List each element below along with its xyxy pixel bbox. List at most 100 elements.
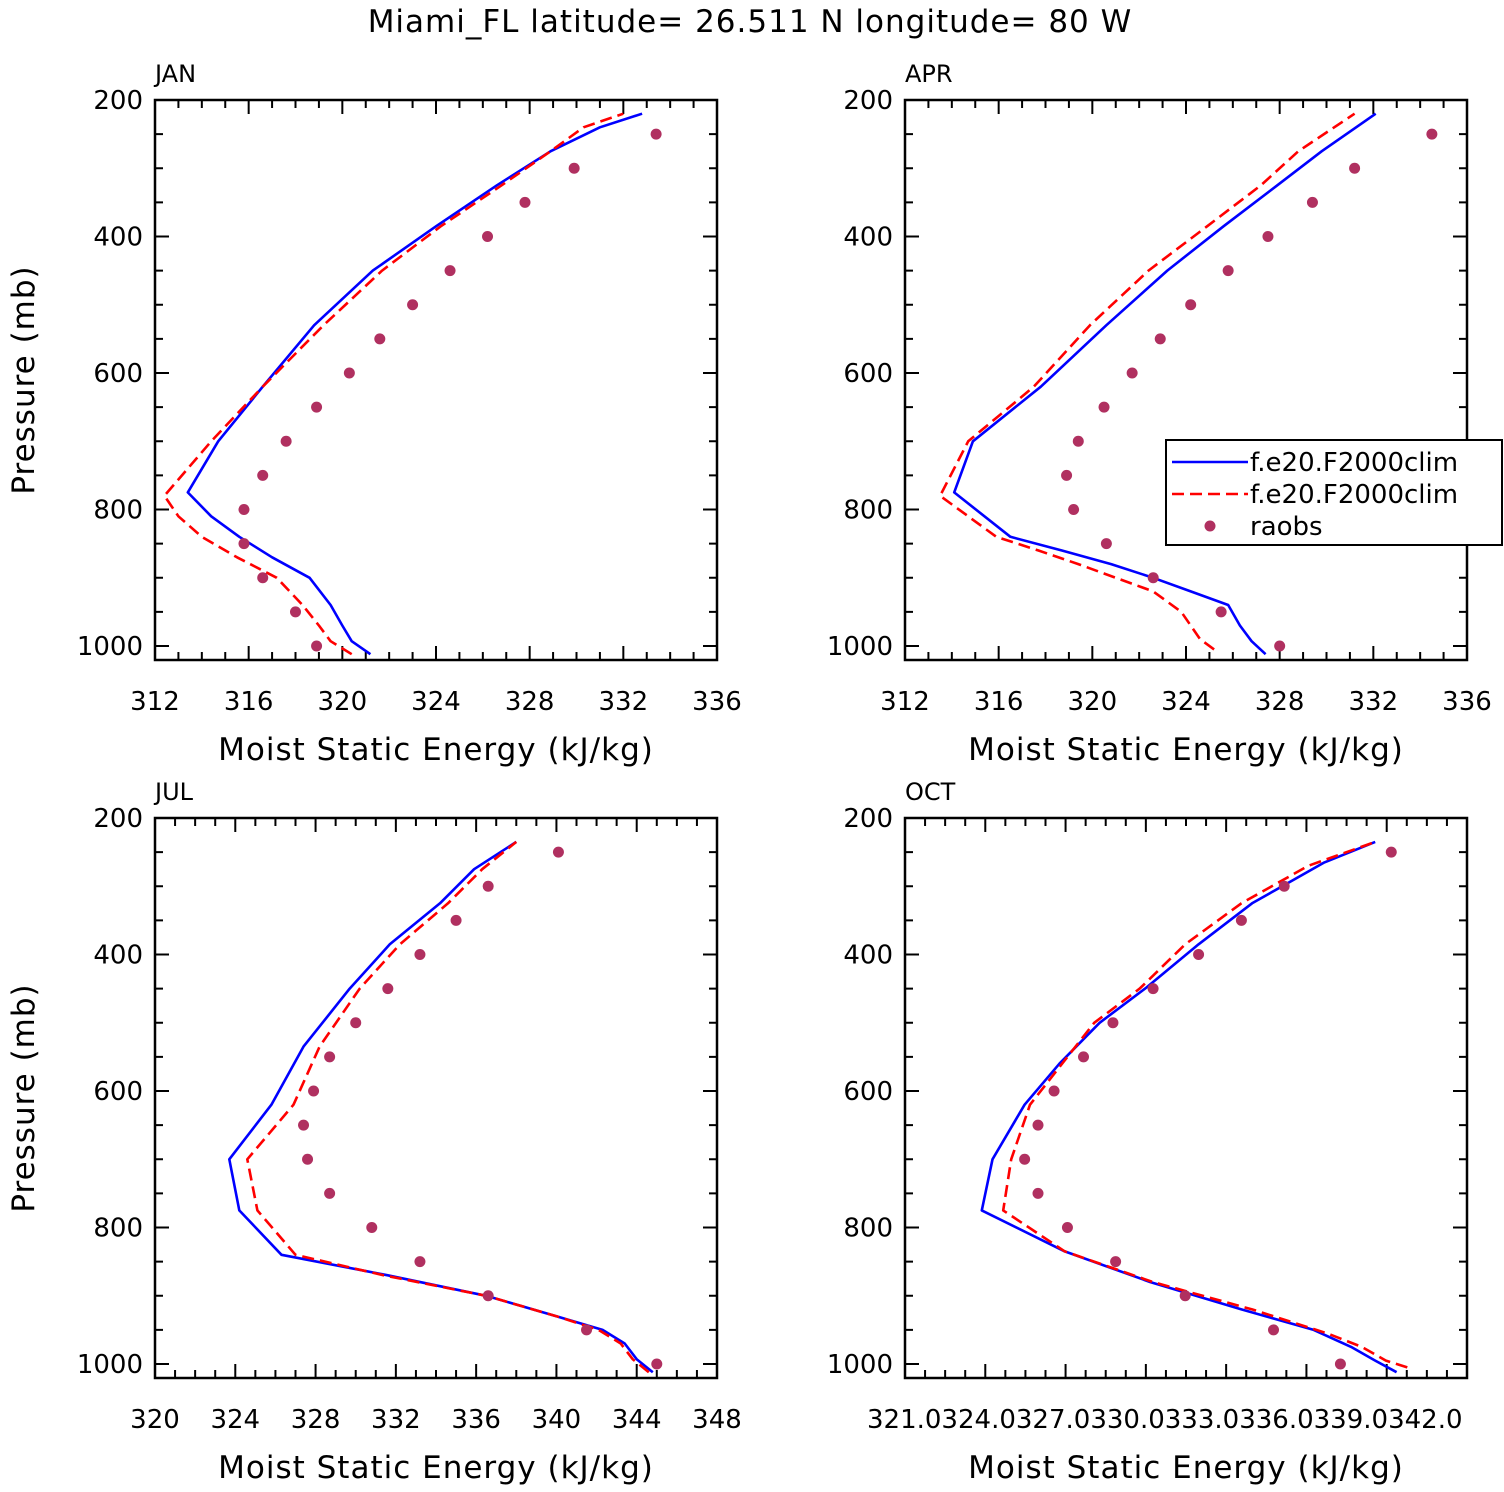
series-model-dashed-line <box>938 112 1356 651</box>
raobs-point <box>1179 1290 1191 1302</box>
raobs-point <box>1185 299 1197 311</box>
raobs-point <box>1306 196 1318 208</box>
x-tick-label: 321.03 <box>867 1405 958 1435</box>
figure-title: Miami_FL latitude= 26.511 N longitude= 8… <box>368 4 1133 40</box>
raobs-point <box>407 299 419 311</box>
panel-title: JUL <box>153 778 194 806</box>
x-tick-label: 340 <box>532 1405 582 1435</box>
panel-title: OCT <box>905 778 956 806</box>
x-tick-label: 336 <box>1442 687 1492 717</box>
y-tick-label: 800 <box>843 1214 893 1244</box>
raobs-point <box>1215 606 1227 618</box>
raobs-point <box>257 469 269 481</box>
raobs-point <box>568 162 580 174</box>
series-model-solid-line <box>952 112 1377 656</box>
y-tick-label: 200 <box>93 86 143 116</box>
raobs-point <box>238 504 250 515</box>
series-model-solid-line <box>980 840 1398 1374</box>
raobs-point <box>298 1119 310 1131</box>
x-tick-label: 328 <box>291 1405 341 1435</box>
raobs-point <box>1061 469 1073 481</box>
y-tick-label: 800 <box>93 496 143 526</box>
y-tick-label: 200 <box>93 804 143 834</box>
raobs-point <box>1235 914 1247 926</box>
plot-frame <box>153 816 719 1380</box>
panel-oct: 200 400 600 800 1000 321.0324.0327.0330.0333.… <box>827 778 1469 1486</box>
y-tick-label: 600 <box>843 359 893 389</box>
x-tick-label: 324 <box>1161 687 1211 717</box>
y-tick-label: 400 <box>93 223 143 253</box>
raobs-point <box>1426 128 1438 140</box>
x-tick-label: 312 <box>130 687 180 717</box>
raobs-point <box>1147 572 1159 584</box>
legend-marker <box>1204 520 1216 532</box>
x-tick-label: 316 <box>974 687 1024 717</box>
raobs-point <box>519 196 531 208</box>
raobs-point <box>482 231 494 242</box>
plot-frame <box>903 98 1469 662</box>
x-tick-label: 320 <box>1068 687 1118 717</box>
raobs-point <box>414 949 426 960</box>
raobs-point <box>650 128 662 140</box>
raobs-point <box>382 983 394 995</box>
y-tick-label: 1000 <box>827 632 893 662</box>
raobs-point <box>290 606 301 618</box>
panel-title: APR <box>905 60 953 88</box>
raobs-point <box>302 1153 314 1165</box>
raobs-point <box>552 846 564 858</box>
raobs-point <box>581 1324 593 1336</box>
raobs-point <box>1222 265 1234 277</box>
y-tick-label: 1000 <box>77 632 143 662</box>
raobs-point <box>1110 1256 1122 1268</box>
panel-jul: 200 400 600 800 1000 320 324 328 332 336 340 344 348… <box>6 778 742 1486</box>
x-tick-label: 324 <box>411 687 461 717</box>
raobs-point <box>1078 1051 1090 1063</box>
raobs-point <box>1126 367 1138 379</box>
raobs-point <box>1068 504 1080 515</box>
y-tick-label: 400 <box>93 941 143 971</box>
series-model-dashed-line <box>246 840 650 1374</box>
series-model-dashed-line <box>163 112 624 656</box>
y-tick-label: 600 <box>93 359 143 389</box>
raobs-point <box>280 435 292 447</box>
x-axis-label: Moist Static Energy (kJ/kg) <box>218 1450 654 1486</box>
raobs-point <box>343 367 355 379</box>
legend-label: f.e20.F2000clim <box>1250 480 1458 510</box>
raobs-point <box>1107 1017 1119 1029</box>
raobs-point <box>1098 401 1110 413</box>
raobs-point <box>1278 880 1290 892</box>
raobs-point <box>1072 435 1084 447</box>
x-tick-label: 332 <box>371 1405 421 1435</box>
y-tick-label: 1000 <box>77 1350 143 1380</box>
y-tick-label: 800 <box>843 496 893 526</box>
raobs-point <box>1019 1153 1031 1165</box>
raobs-point <box>308 1085 320 1097</box>
panels: 200 400 600 800 1000 312 316 320 324 328 332 336 JAN… <box>6 60 1492 1486</box>
raobs-point <box>1268 1324 1280 1336</box>
raobs-point <box>1048 1085 1060 1097</box>
y-tick-label: 600 <box>93 1077 143 1107</box>
raobs-point <box>1061 1222 1073 1233</box>
legend-label: f.e20.F2000clim <box>1250 448 1458 478</box>
series-raobs <box>238 128 662 652</box>
x-tick-label: 33.03 <box>1181 1405 1255 1435</box>
raobs-point <box>444 265 456 277</box>
raobs-point <box>1193 949 1205 960</box>
x-tick-label: 336 <box>451 1405 501 1435</box>
x-tick-label: 320 <box>318 687 368 717</box>
legend-box <box>1165 439 1503 546</box>
raobs-point <box>1032 1119 1044 1131</box>
y-axis-label: Pressure (mb) <box>6 983 42 1212</box>
x-tick-label: 30.03 <box>1107 1405 1181 1435</box>
y-tick-label: 1000 <box>827 1350 893 1380</box>
raobs-point <box>1334 1358 1346 1370</box>
raobs-point <box>311 401 323 413</box>
panel-title: JAN <box>153 60 196 88</box>
series-model-solid-line <box>186 112 643 656</box>
raobs-point <box>1262 231 1274 242</box>
x-tick-label: 344 <box>612 1405 662 1435</box>
x-axis-label: Moist Static Energy (kJ/kg) <box>218 732 654 768</box>
x-tick-labels: 321.0324.0327.0330.0333.0336.0339.0342.0 <box>867 1405 1463 1435</box>
raobs-point <box>414 1256 426 1268</box>
